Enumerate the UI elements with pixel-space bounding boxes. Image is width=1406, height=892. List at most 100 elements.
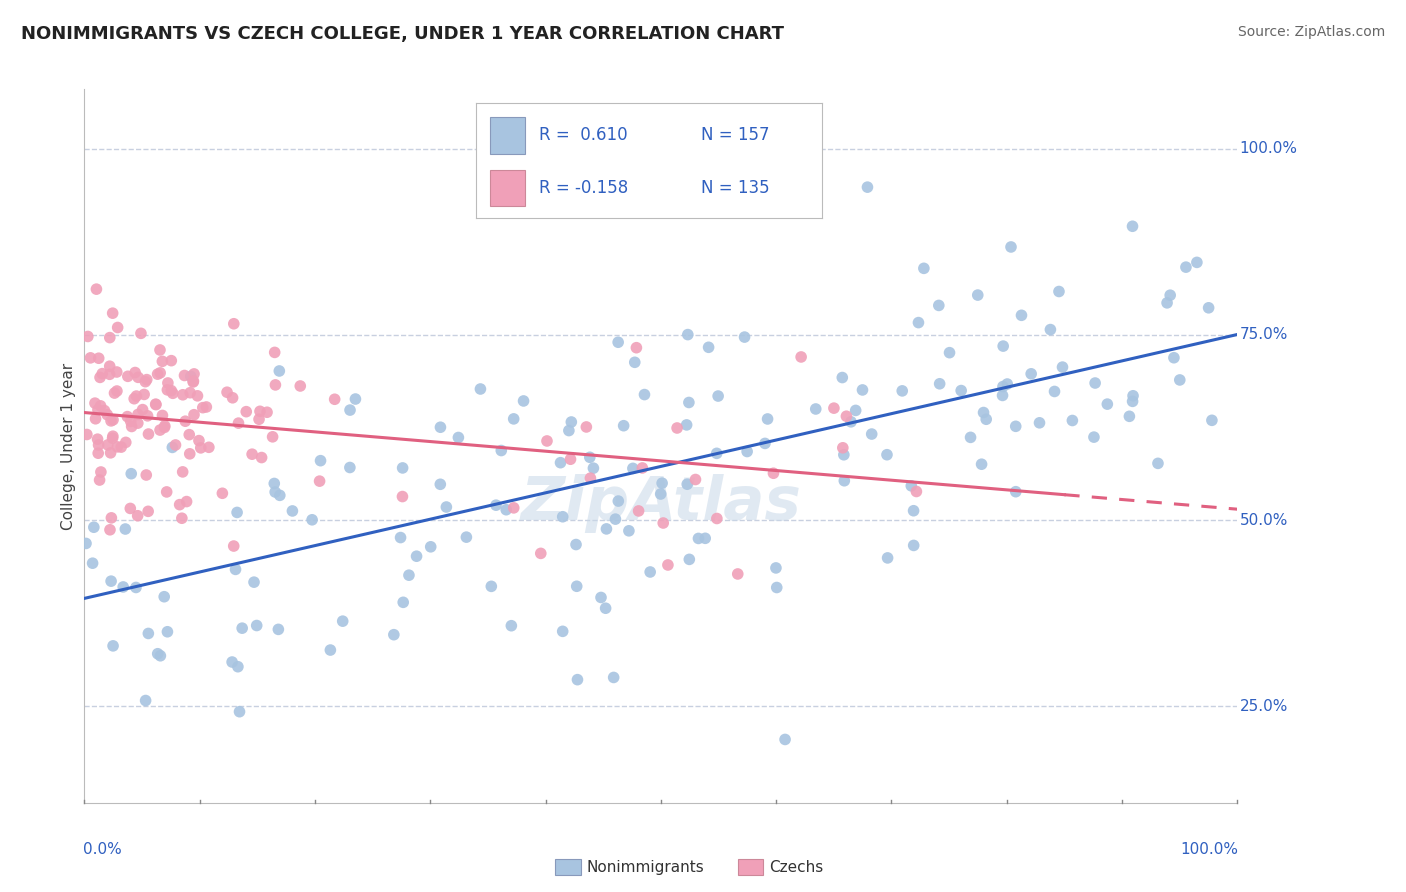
Point [256, 405, 278, 419]
Point [560, 415, 582, 429]
Point [973, 405, 995, 419]
Point [831, 441, 853, 455]
Point [153, 590, 176, 604]
Point [790, 350, 813, 364]
Point [1062, 413, 1084, 427]
Point [100, 414, 122, 428]
Point [183, 408, 205, 422]
Point [160, 384, 183, 398]
Point [429, 477, 451, 491]
Point [959, 430, 981, 444]
Point [153, 419, 176, 434]
Point [501, 618, 523, 632]
Point [179, 427, 201, 442]
Point [652, 516, 675, 530]
Point [1097, 397, 1119, 411]
Point [120, 467, 142, 481]
Point [127, 416, 149, 430]
Point [226, 505, 249, 519]
Point [131, 402, 153, 417]
Point [225, 562, 247, 576]
Point [860, 427, 883, 442]
Point [900, 479, 922, 493]
Point [156, 376, 179, 390]
Point [107, 320, 129, 334]
Point [138, 626, 160, 640]
Point [1163, 351, 1185, 365]
Point [160, 353, 183, 368]
Point [1168, 373, 1191, 387]
Point [156, 383, 179, 397]
Point [391, 461, 413, 475]
Point [247, 412, 270, 426]
Point [172, 388, 194, 402]
Point [613, 418, 636, 433]
Point [290, 379, 312, 393]
Point [179, 385, 201, 400]
Point [876, 550, 898, 565]
Text: 100.0%: 100.0% [1240, 141, 1298, 156]
Point [429, 420, 451, 434]
Point [121, 419, 143, 434]
Point [804, 402, 827, 417]
Point [756, 412, 779, 426]
Point [657, 558, 679, 572]
Point [246, 618, 269, 632]
Point [156, 484, 179, 499]
Point [688, 532, 710, 546]
Point [676, 327, 699, 342]
Point [249, 404, 271, 418]
Point [1028, 416, 1050, 430]
Point [136, 504, 159, 518]
Point [308, 474, 330, 488]
Point [188, 434, 211, 448]
Point [697, 340, 720, 354]
Point [264, 485, 287, 500]
Point [551, 624, 574, 639]
Point [754, 436, 776, 450]
Point [1118, 409, 1140, 424]
Point [765, 581, 787, 595]
Point [149, 366, 172, 380]
Point [231, 621, 253, 635]
Point [638, 565, 661, 579]
Point [1004, 484, 1026, 499]
Point [98, 523, 121, 537]
Point [263, 345, 285, 359]
Point [181, 375, 204, 389]
Point [495, 502, 517, 516]
Point [560, 452, 582, 467]
Point [1047, 285, 1070, 299]
Point [263, 476, 285, 491]
Point [1174, 260, 1197, 274]
Y-axis label: College, Under 1 year: College, Under 1 year [60, 362, 76, 530]
Point [912, 261, 935, 276]
Point [134, 375, 156, 389]
Point [605, 512, 627, 526]
Point [146, 647, 169, 661]
Point [179, 447, 201, 461]
Point [221, 391, 243, 405]
Point [191, 401, 214, 415]
Point [127, 370, 149, 384]
Point [903, 504, 925, 518]
Point [1201, 413, 1223, 427]
Point [1043, 384, 1066, 399]
Point [907, 316, 929, 330]
Point [447, 430, 470, 444]
Point [87, 446, 110, 460]
Point [485, 498, 508, 512]
Point [762, 467, 785, 481]
Point [502, 500, 524, 515]
Point [1159, 288, 1181, 302]
Point [633, 387, 655, 401]
Point [149, 343, 172, 357]
Point [339, 403, 361, 417]
Point [84, 411, 107, 425]
Point [83, 520, 105, 534]
Point [129, 326, 152, 341]
Point [734, 330, 756, 344]
Point [995, 377, 1018, 392]
Point [832, 448, 855, 462]
Point [579, 471, 602, 485]
